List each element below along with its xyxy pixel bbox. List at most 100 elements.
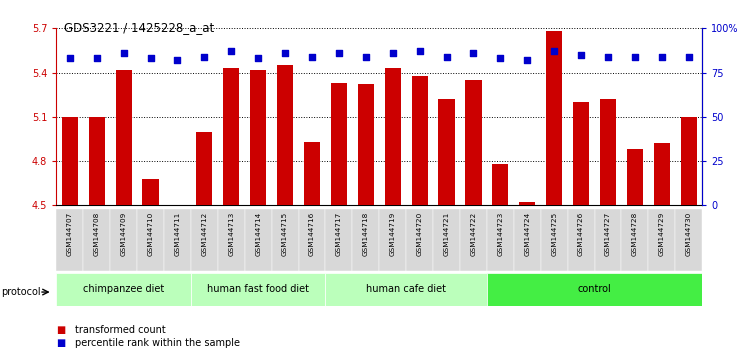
- Text: GSM144709: GSM144709: [121, 212, 127, 256]
- Bar: [357, 84, 374, 205]
- Point: [548, 48, 560, 54]
- Point: [467, 50, 479, 56]
- Point: [171, 57, 183, 63]
- Text: GSM144729: GSM144729: [659, 212, 665, 256]
- Bar: [83, 209, 110, 271]
- Text: GSM144723: GSM144723: [497, 212, 503, 256]
- Text: GSM144710: GSM144710: [147, 212, 153, 256]
- Text: GSM144719: GSM144719: [390, 212, 396, 256]
- Bar: [250, 70, 266, 205]
- Bar: [487, 273, 702, 306]
- Point: [656, 54, 668, 59]
- Text: GSM144724: GSM144724: [524, 212, 530, 256]
- Bar: [600, 99, 616, 205]
- Text: GSM144722: GSM144722: [470, 212, 476, 256]
- Point: [333, 50, 345, 56]
- Text: transformed count: transformed count: [75, 325, 166, 335]
- Text: GSM144713: GSM144713: [228, 212, 234, 256]
- Bar: [304, 142, 320, 205]
- Bar: [680, 117, 697, 205]
- Point: [144, 56, 156, 61]
- Text: GSM144712: GSM144712: [201, 212, 207, 256]
- Bar: [191, 209, 218, 271]
- Text: GSM144708: GSM144708: [94, 212, 100, 256]
- Bar: [218, 209, 245, 271]
- Bar: [487, 209, 514, 271]
- Point: [64, 56, 76, 61]
- Point: [494, 56, 506, 61]
- Bar: [627, 149, 643, 205]
- Text: chimpanzee diet: chimpanzee diet: [83, 284, 164, 295]
- Text: ■: ■: [56, 338, 65, 348]
- Bar: [164, 209, 191, 271]
- Bar: [595, 209, 622, 271]
- Bar: [514, 209, 541, 271]
- Bar: [245, 209, 272, 271]
- Point: [629, 54, 641, 59]
- Bar: [379, 209, 406, 271]
- Text: control: control: [578, 284, 611, 295]
- Text: GSM144730: GSM144730: [686, 212, 692, 256]
- Bar: [573, 102, 589, 205]
- Point: [279, 50, 291, 56]
- Bar: [191, 273, 325, 306]
- Point: [602, 54, 614, 59]
- Text: GSM144717: GSM144717: [336, 212, 342, 256]
- Bar: [56, 209, 83, 271]
- Text: GSM144707: GSM144707: [67, 212, 73, 256]
- Text: GSM144726: GSM144726: [578, 212, 584, 256]
- Bar: [352, 209, 379, 271]
- Bar: [325, 209, 352, 271]
- Point: [306, 54, 318, 59]
- Bar: [116, 70, 131, 205]
- Bar: [223, 68, 240, 205]
- Point: [683, 54, 695, 59]
- Point: [414, 48, 426, 54]
- Text: GSM144714: GSM144714: [255, 212, 261, 256]
- Bar: [325, 273, 487, 306]
- Text: human fast food diet: human fast food diet: [207, 284, 309, 295]
- Text: GSM144728: GSM144728: [632, 212, 638, 256]
- Bar: [519, 202, 535, 205]
- Bar: [653, 143, 670, 205]
- Bar: [110, 209, 137, 271]
- Bar: [675, 209, 702, 271]
- Text: GSM144721: GSM144721: [444, 212, 450, 256]
- Point: [360, 54, 372, 59]
- Bar: [385, 68, 401, 205]
- Bar: [406, 209, 433, 271]
- Point: [91, 56, 103, 61]
- Text: ■: ■: [56, 325, 65, 335]
- Bar: [412, 75, 428, 205]
- Point: [441, 54, 453, 59]
- Text: GSM144727: GSM144727: [605, 212, 611, 256]
- Bar: [196, 132, 213, 205]
- Point: [521, 57, 533, 63]
- Bar: [439, 99, 454, 205]
- Text: GDS3221 / 1425228_a_at: GDS3221 / 1425228_a_at: [64, 21, 214, 34]
- Text: GSM144715: GSM144715: [282, 212, 288, 256]
- Bar: [433, 209, 460, 271]
- Point: [387, 50, 399, 56]
- Text: GSM144725: GSM144725: [551, 212, 557, 256]
- Text: GSM144718: GSM144718: [363, 212, 369, 256]
- Bar: [568, 209, 595, 271]
- Point: [198, 54, 210, 59]
- Point: [118, 50, 130, 56]
- Bar: [272, 209, 299, 271]
- Bar: [330, 83, 347, 205]
- Point: [575, 52, 587, 58]
- Bar: [277, 65, 293, 205]
- Bar: [143, 179, 158, 205]
- Bar: [137, 209, 164, 271]
- Bar: [299, 209, 325, 271]
- Text: human cafe diet: human cafe diet: [366, 284, 446, 295]
- Bar: [62, 117, 78, 205]
- Text: GSM144720: GSM144720: [417, 212, 423, 256]
- Bar: [56, 273, 191, 306]
- Bar: [546, 31, 562, 205]
- Point: [252, 56, 264, 61]
- Point: [225, 48, 237, 54]
- Text: GSM144716: GSM144716: [309, 212, 315, 256]
- Text: GSM144711: GSM144711: [174, 212, 180, 256]
